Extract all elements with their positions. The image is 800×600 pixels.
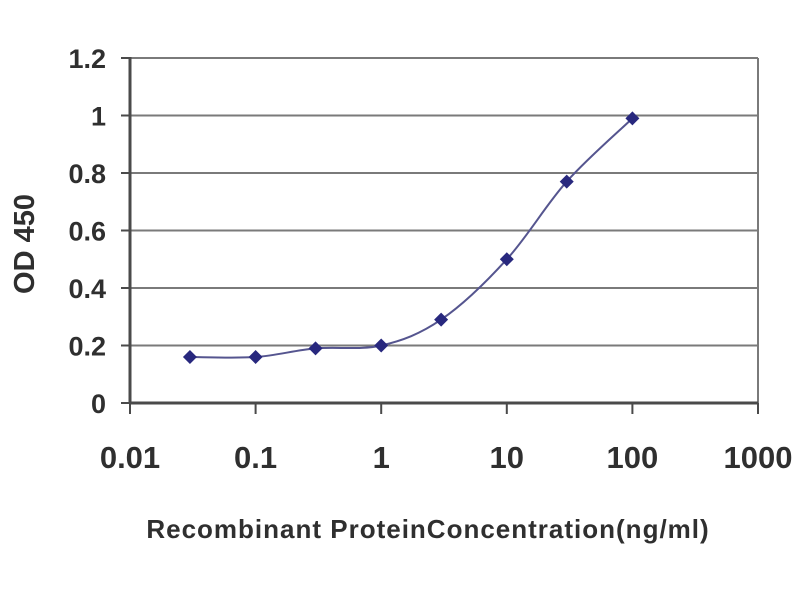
- y-tick-label: 0: [91, 389, 106, 419]
- y-tick-labels: 1.2 1 0.8 0.6 0.4 0.2 0: [68, 44, 106, 419]
- data-point-marker: [308, 341, 323, 356]
- gridlines: [130, 57, 758, 347]
- data-point-marker: [625, 111, 640, 126]
- x-tick-label: 0.1: [234, 440, 277, 475]
- x-axis-title: Recombinant ProteinConcentration(ng/ml): [146, 514, 709, 544]
- y-tick-label: 0.8: [68, 159, 106, 189]
- y-tick-label: 1: [91, 102, 106, 132]
- y-tick-label: 1.2: [68, 44, 106, 74]
- x-tick-label: 1000: [724, 440, 793, 475]
- x-tick-labels: 0.01 0.1 1 10 100 1000: [100, 440, 793, 475]
- data-point-marker: [559, 174, 574, 189]
- x-tick-label: 100: [607, 440, 659, 475]
- data-point-marker: [499, 252, 514, 267]
- y-tick-label: 0.6: [68, 217, 106, 247]
- data-point-marker: [434, 312, 449, 327]
- data-point-marker: [248, 350, 263, 364]
- data-point-markers: [182, 111, 640, 364]
- y-tick-label: 0.4: [68, 274, 106, 304]
- x-tick-label: 0.01: [100, 440, 160, 475]
- x-tick-label: 10: [490, 440, 524, 475]
- y-tick-label: 0.2: [68, 332, 106, 362]
- axes: [121, 57, 759, 414]
- data-point-marker: [182, 350, 197, 364]
- y-axis-title: OD 450: [9, 194, 41, 294]
- data-point-marker: [374, 338, 389, 353]
- data-curve: [189, 117, 634, 359]
- x-tick-label: 1: [373, 440, 390, 475]
